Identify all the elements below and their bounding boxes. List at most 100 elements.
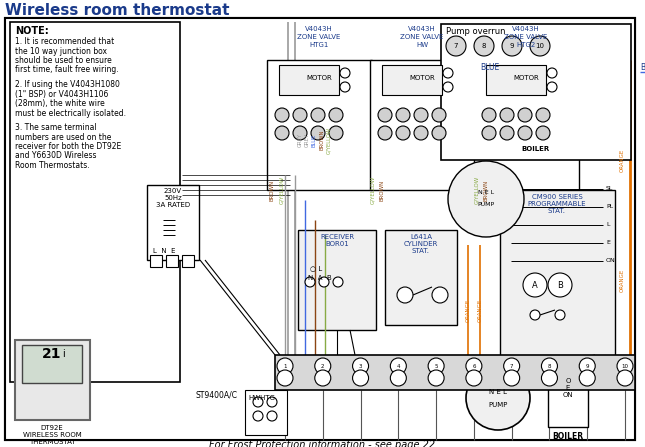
Circle shape [541,358,557,374]
Circle shape [518,126,532,140]
Text: 7: 7 [510,363,513,368]
Circle shape [428,370,444,386]
Text: (1" BSP) or V4043H1106: (1" BSP) or V4043H1106 [15,89,108,98]
Text: HTG2: HTG2 [517,42,535,48]
Circle shape [396,126,410,140]
Text: first time, fault free wiring.: first time, fault free wiring. [15,66,119,75]
Text: should be used to ensure: should be used to ensure [15,56,112,65]
Circle shape [530,310,540,320]
Bar [279,65,339,95]
Circle shape [547,68,557,78]
Circle shape [275,126,289,140]
Circle shape [547,82,557,92]
Text: 3: 3 [359,363,362,368]
Circle shape [500,108,514,122]
Circle shape [390,358,406,374]
Circle shape [443,82,453,92]
Text: GREY: GREY [298,133,303,147]
Bar [22,345,82,383]
Circle shape [293,108,307,122]
Circle shape [329,108,343,122]
Circle shape [523,273,547,297]
Text: E: E [606,240,610,245]
Circle shape [448,161,524,237]
Circle shape [329,126,343,140]
Circle shape [541,370,557,386]
Text: V4043H: V4043H [512,26,540,32]
Circle shape [504,358,520,374]
Circle shape [311,126,325,140]
Bar [150,255,162,267]
Bar [166,255,178,267]
Text: GREY: GREY [305,133,310,147]
Circle shape [319,277,329,287]
Text: NOTE:: NOTE: [15,26,49,36]
Circle shape [432,108,446,122]
Circle shape [548,273,572,297]
Circle shape [277,370,293,386]
Circle shape [500,126,514,140]
Text: ZONE VALVE: ZONE VALVE [504,34,548,40]
Text: ZONE VALVE: ZONE VALVE [297,34,341,40]
Circle shape [432,287,448,303]
Text: BROWN: BROWN [270,179,275,201]
Bar [382,65,442,95]
Text: 9: 9 [586,363,589,368]
Circle shape [504,370,520,386]
Circle shape [378,108,392,122]
Text: 2: 2 [321,363,324,368]
Text: G/YELLOW: G/YELLOW [279,176,284,204]
Circle shape [518,108,532,122]
Text: 8: 8 [482,43,486,49]
Bar [15,340,90,420]
Text: Wireless room thermostat: Wireless room thermostat [5,3,230,18]
Bar [385,230,457,325]
Text: must be electrically isolated.: must be electrically isolated. [15,109,126,118]
Circle shape [617,358,633,374]
Circle shape [474,36,494,56]
Bar [486,65,546,95]
Bar [245,390,287,435]
Circle shape [555,310,565,320]
Text: CM900 SERIES
PROGRAMMABLE
STAT.: CM900 SERIES PROGRAMMABLE STAT. [528,194,586,214]
Circle shape [502,36,522,56]
Circle shape [482,108,496,122]
Circle shape [340,68,350,78]
Text: 6: 6 [472,363,475,368]
Text: ORANGE: ORANGE [466,299,470,322]
Text: V4043H: V4043H [305,26,333,32]
Bar [147,185,199,260]
Circle shape [267,397,277,407]
Text: L641A
CYLINDER
STAT.: L641A CYLINDER STAT. [404,234,438,254]
Text: 4: 4 [397,363,400,368]
Text: BROWN: BROWN [483,179,488,201]
Text: PUMP: PUMP [477,202,495,207]
Text: receiver for both the DT92E: receiver for both the DT92E [15,142,121,151]
Text: HW: HW [416,42,428,48]
Text: 5: 5 [434,363,438,368]
Bar [10,22,180,382]
Text: BLUE: BLUE [312,133,317,147]
Text: BOILER: BOILER [552,432,584,441]
Bar [182,255,194,267]
Circle shape [579,358,595,374]
Bar [548,375,588,427]
Circle shape [536,108,550,122]
Text: N  A  B: N A B [308,275,332,281]
Text: the 10 way junction box: the 10 way junction box [15,46,107,55]
Circle shape [390,370,406,386]
Text: ORANGE: ORANGE [619,268,624,291]
Circle shape [353,358,368,374]
Circle shape [396,108,410,122]
Circle shape [482,126,496,140]
Text: 1. It is recommended that: 1. It is recommended that [15,37,114,46]
Bar [474,60,579,190]
Circle shape [579,370,595,386]
Text: ST9400A/C: ST9400A/C [195,390,237,399]
Text: DT92E
WIRELESS ROOM
THERMOSTAT: DT92E WIRELESS ROOM THERMOSTAT [23,425,81,445]
Circle shape [530,36,550,56]
Text: N E L: N E L [489,389,507,395]
Text: BOILER: BOILER [522,146,550,152]
Circle shape [536,126,550,140]
Circle shape [466,366,530,430]
